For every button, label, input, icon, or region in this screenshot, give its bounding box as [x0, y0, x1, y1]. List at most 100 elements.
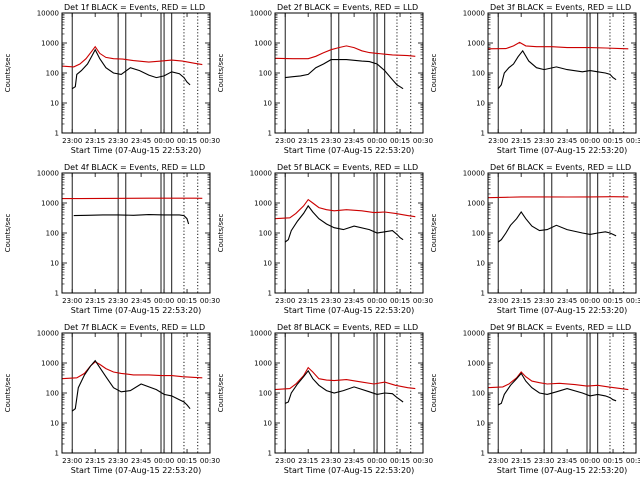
panel-title: Det 7f BLACK = Events, RED = LLD — [64, 323, 205, 332]
x-tick-label: 00:30 — [626, 137, 640, 145]
detector-panel-8: Det 8f BLACK = Events, RED = LLD Counts/s… — [217, 323, 433, 475]
x-tick-label: 00:00 — [367, 457, 387, 465]
x-tick-label: 23:00 — [488, 457, 508, 465]
x-tick-label: 23:30 — [321, 457, 341, 465]
x-tick-label: 00:30 — [626, 457, 640, 465]
x-axis-label: Start Time (07-Aug-15 22:53:20) — [71, 306, 202, 315]
y-axis-label: Counts/sec — [217, 214, 225, 253]
y-axis-label: Counts/sec — [4, 214, 12, 253]
y-tick-label: 10000 — [463, 330, 485, 338]
x-tick-label: 23:15 — [511, 137, 531, 145]
panel-title: Det 6f BLACK = Events, RED = LLD — [490, 163, 631, 172]
detector-panel-2: Det 2f BLACK = Events, RED = LLD Counts/s… — [217, 3, 433, 155]
lld-series-line — [61, 45, 203, 68]
y-tick-label: 100 — [472, 70, 485, 78]
events-series-line — [73, 214, 190, 225]
y-tick-label: 100 — [472, 230, 485, 238]
events-series-line — [285, 59, 404, 90]
detector-panel-6: Det 6f BLACK = Events, RED = LLD Counts/s… — [430, 163, 640, 315]
y-tick-label: 10 — [263, 100, 272, 108]
x-tick-label: 23:15 — [85, 297, 105, 305]
plot-frame — [61, 332, 211, 454]
x-tick-label: 00:15 — [390, 297, 410, 305]
y-tick-label: 1 — [268, 290, 272, 298]
panel-title: Det 3f BLACK = Events, RED = LLD — [490, 3, 631, 12]
x-tick-label: 00:30 — [413, 137, 433, 145]
y-tick-label: 10000 — [37, 170, 59, 178]
x-tick-label: 00:30 — [200, 137, 220, 145]
x-tick-label: 23:15 — [298, 297, 318, 305]
x-tick-label: 23:15 — [298, 137, 318, 145]
y-tick-label: 1000 — [41, 40, 59, 48]
x-tick-label: 23:15 — [85, 457, 105, 465]
events-series-line — [71, 359, 191, 412]
lld-series-line — [274, 45, 416, 60]
events-series-line — [497, 372, 617, 406]
x-axis-label: Start Time (07-Aug-15 22:53:20) — [497, 146, 628, 155]
panel-title: Det 5f BLACK = Events, RED = LLD — [277, 163, 418, 172]
y-tick-label: 1000 — [467, 200, 485, 208]
x-tick-label: 00:15 — [177, 137, 197, 145]
y-tick-label: 1000 — [467, 360, 485, 368]
y-tick-label: 1 — [481, 290, 485, 298]
detector-panel-7: Det 7f BLACK = Events, RED = LLD Counts/s… — [4, 323, 220, 475]
x-tick-label: 00:15 — [603, 137, 623, 145]
detector-panel-1: Det 1f BLACK = Events, RED = LLD Counts/s… — [4, 3, 220, 155]
x-tick-label: 23:15 — [298, 457, 318, 465]
lld-series-line — [487, 196, 629, 199]
x-tick-label: 23:15 — [511, 297, 531, 305]
y-tick-label: 100 — [259, 70, 272, 78]
events-series-line — [497, 49, 617, 90]
x-tick-label: 00:15 — [177, 457, 197, 465]
y-tick-label: 10 — [476, 420, 485, 428]
x-tick-label: 23:30 — [534, 137, 554, 145]
plot-frame — [274, 172, 424, 294]
x-tick-label: 00:30 — [413, 457, 433, 465]
y-tick-label: 10000 — [463, 10, 485, 18]
x-tick-label: 23:15 — [511, 457, 531, 465]
plot-frame — [274, 332, 424, 454]
y-tick-label: 10 — [50, 260, 59, 268]
plot-frame — [487, 172, 637, 294]
y-tick-label: 10 — [263, 420, 272, 428]
x-axis-label: Start Time (07-Aug-15 22:53:20) — [284, 466, 415, 475]
y-tick-label: 100 — [259, 390, 272, 398]
y-tick-label: 10 — [50, 100, 59, 108]
y-tick-label: 100 — [46, 70, 59, 78]
y-tick-label: 1 — [268, 130, 272, 138]
y-tick-label: 10000 — [250, 170, 272, 178]
x-tick-label: 23:30 — [321, 137, 341, 145]
x-tick-label: 00:15 — [603, 297, 623, 305]
y-tick-label: 1 — [481, 130, 485, 138]
x-tick-label: 23:00 — [275, 137, 295, 145]
lld-series-line — [487, 371, 629, 391]
y-tick-label: 1 — [481, 450, 485, 458]
y-tick-label: 1000 — [254, 360, 272, 368]
x-tick-label: 23:45 — [557, 297, 577, 305]
x-tick-label: 00:00 — [154, 297, 174, 305]
y-axis-label: Counts/sec — [217, 54, 225, 93]
y-tick-label: 10000 — [250, 330, 272, 338]
x-tick-label: 23:45 — [131, 457, 151, 465]
x-tick-label: 23:30 — [108, 297, 128, 305]
y-axis-label: Counts/sec — [430, 374, 438, 413]
detector-panel-3: Det 3f BLACK = Events, RED = LLD Counts/s… — [430, 3, 640, 155]
x-tick-label: 23:00 — [488, 297, 508, 305]
x-tick-label: 00:15 — [603, 457, 623, 465]
x-axis-label: Start Time (07-Aug-15 22:53:20) — [284, 306, 415, 315]
x-tick-label: 23:00 — [62, 457, 82, 465]
x-tick-label: 23:00 — [275, 297, 295, 305]
x-tick-label: 23:45 — [557, 137, 577, 145]
x-tick-label: 23:30 — [108, 457, 128, 465]
y-tick-label: 10 — [476, 100, 485, 108]
y-tick-label: 10 — [50, 420, 59, 428]
x-tick-label: 00:00 — [154, 457, 174, 465]
x-tick-label: 23:30 — [108, 137, 128, 145]
x-tick-label: 23:30 — [321, 297, 341, 305]
x-tick-label: 00:00 — [367, 297, 387, 305]
x-tick-label: 23:45 — [557, 457, 577, 465]
y-tick-label: 10000 — [250, 10, 272, 18]
y-axis-label: Counts/sec — [217, 374, 225, 413]
